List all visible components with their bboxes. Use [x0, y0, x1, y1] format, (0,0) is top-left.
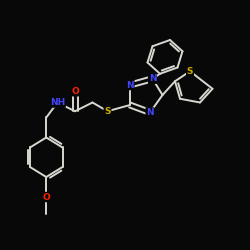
Text: NH: NH — [50, 98, 65, 107]
Text: O: O — [71, 87, 79, 96]
Text: N: N — [146, 108, 154, 117]
Text: N: N — [126, 80, 134, 90]
Text: S: S — [104, 107, 111, 116]
Text: S: S — [187, 67, 193, 76]
Text: N: N — [149, 74, 156, 83]
Text: O: O — [42, 192, 50, 202]
